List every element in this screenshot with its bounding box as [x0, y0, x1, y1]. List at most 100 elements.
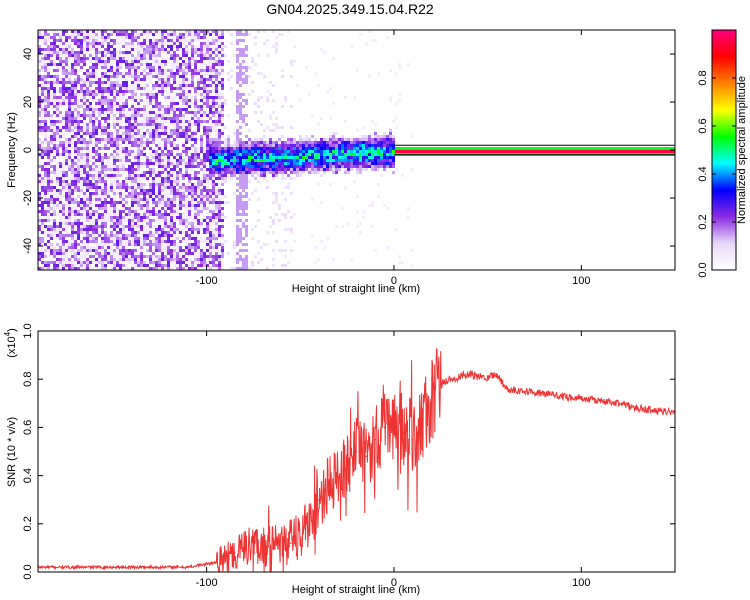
spectrogram-cell: [179, 108, 182, 111]
spectrogram-cell: [104, 81, 107, 84]
spectrogram-cell: [164, 42, 167, 45]
spectrogram-cell: [59, 252, 62, 255]
spectrogram-cell: [215, 141, 218, 144]
spectrogram-cell: [104, 39, 107, 42]
spectrogram-cell: [284, 156, 287, 159]
spectrogram-cell: [128, 66, 131, 69]
spectrogram-cell: [359, 159, 362, 162]
spectrogram-cell: [299, 156, 302, 159]
spectrogram-cell: [158, 249, 161, 252]
spectrogram-cell: [92, 246, 95, 249]
spectrogram-cell: [83, 255, 86, 258]
spectrogram-cell: [287, 168, 290, 171]
spectrogram-cell: [326, 156, 329, 159]
spectrogram-cell: [68, 165, 71, 168]
spectrogram-cell: [65, 225, 68, 228]
spectrogram-cell: [203, 252, 206, 255]
spectrogram-cell: [152, 111, 155, 114]
spectrogram-cell: [38, 105, 41, 108]
spectrogram-cell: [248, 168, 251, 171]
spectrogram-cell: [188, 57, 191, 60]
spectrogram-cell: [107, 99, 110, 102]
spectrogram-cell: [188, 126, 191, 129]
spectrogram-cell: [68, 51, 71, 54]
spectrogram-cell: [92, 90, 95, 93]
spectrogram-cell: [86, 189, 89, 192]
spectrogram-cell: [107, 261, 110, 264]
spectrogram-cell: [200, 204, 203, 207]
spectrogram-cell: [113, 156, 116, 159]
spectrogram-cell: [44, 72, 47, 75]
spectrogram-cell: [128, 219, 131, 222]
spectrogram-cell: [161, 240, 164, 243]
spectrogram-cell: [170, 252, 173, 255]
spectrogram-cell: [104, 108, 107, 111]
spectrogram-cell: [221, 84, 224, 87]
spectrogram-cell: [74, 69, 77, 72]
spectrogram-cell: [104, 219, 107, 222]
spectrogram-cell: [41, 264, 44, 267]
spectrogram-cell: [77, 165, 80, 168]
spectrogram-cell: [206, 138, 209, 141]
spectrogram-cell: [89, 54, 92, 57]
spectrogram-cell: [86, 72, 89, 75]
spectrogram-cell: [104, 165, 107, 168]
spectrogram-cell: [116, 51, 119, 54]
spectrogram-cell: [167, 231, 170, 234]
spectrogram-cell: [185, 108, 188, 111]
spectrogram-cell: [89, 105, 92, 108]
spectrogram-cell: [53, 213, 56, 216]
spectrogram-cell: [86, 159, 89, 162]
spectrogram-cell: [170, 36, 173, 39]
spectrogram-cell: [200, 207, 203, 210]
spectrogram-cell: [77, 114, 80, 117]
spectrogram-cell: [248, 129, 251, 132]
spectrogram-cell: [104, 234, 107, 237]
spectrogram-cell: [239, 174, 242, 177]
spectrogram-cell: [122, 252, 125, 255]
spectrogram-cell: [125, 150, 128, 153]
spectrogram-cell: [98, 150, 101, 153]
spectrogram-cell: [212, 237, 215, 240]
spectrogram-cell: [62, 123, 65, 126]
spectrogram-cell: [176, 207, 179, 210]
spectrogram-cell: [242, 180, 245, 183]
spectrogram-cell: [131, 30, 134, 33]
spectrogram-cell: [71, 210, 74, 213]
spectrogram-cell: [242, 171, 245, 174]
spectrogram-cell: [80, 75, 83, 78]
spectrogram-cell: [47, 162, 50, 165]
spectrogram-cell: [164, 69, 167, 72]
spectrogram-cell: [104, 48, 107, 51]
spectrogram-cell: [74, 123, 77, 126]
spectrogram-cell: [191, 84, 194, 87]
spectrogram-cell: [179, 90, 182, 93]
spectrogram-cell: [200, 120, 203, 123]
spectrogram-cell: [236, 219, 239, 222]
spectrogram-cell: [122, 39, 125, 42]
spectrogram-cell: [65, 153, 68, 156]
spectrogram-cell: [71, 54, 74, 57]
spectrogram-cell: [194, 225, 197, 228]
spectrogram-cell: [101, 264, 104, 267]
spectrogram-cell: [287, 174, 290, 177]
spectrogram-cell: [212, 228, 215, 231]
spectrogram-cell: [173, 81, 176, 84]
spectrogram-cell: [113, 228, 116, 231]
spectrogram-cell: [65, 246, 68, 249]
spectrogram-cell: [245, 159, 248, 162]
spectrogram-cell: [77, 174, 80, 177]
spectrogram-cell: [167, 186, 170, 189]
spectrogram-cell: [245, 150, 248, 153]
spectrogram-cell: [236, 132, 239, 135]
spectrogram-cell: [110, 237, 113, 240]
spectrogram-cell: [128, 135, 131, 138]
spectrogram-cell: [140, 114, 143, 117]
spectrogram-cell: [68, 183, 71, 186]
spectrogram-cell: [131, 222, 134, 225]
spectrogram-cell: [314, 147, 317, 150]
spectrogram-cell: [221, 255, 224, 258]
spectrogram-cell: [194, 48, 197, 51]
spectrogram-cell: [98, 243, 101, 246]
